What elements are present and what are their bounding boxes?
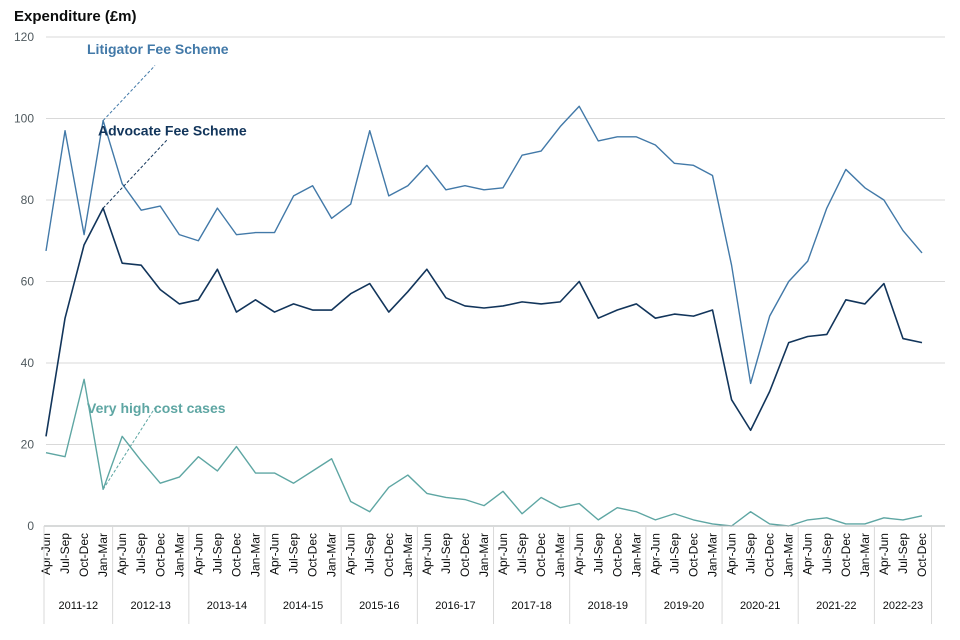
y-tick-label: 60	[21, 275, 35, 289]
x-tick-label: Apr-Jun	[191, 533, 205, 575]
x-tick-label: Apr-Jun	[648, 533, 662, 575]
x-tick-label: Jan-Mar	[248, 533, 262, 577]
series-label: Very high cost cases	[87, 400, 226, 416]
x-tick-label: Jul-Sep	[896, 533, 910, 574]
x-tick-label: Apr-Jun	[801, 533, 815, 575]
series-label: Litigator Fee Scheme	[87, 41, 229, 57]
x-tick-label: Oct-Dec	[686, 533, 700, 577]
y-tick-label: 80	[21, 193, 35, 207]
x-tick-label: Jul-Sep	[210, 533, 224, 574]
x-tick-label: Apr-Jun	[877, 533, 891, 575]
series-line-2	[45, 378, 923, 527]
gridlines	[46, 36, 945, 527]
x-tick-label: Oct-Dec	[763, 533, 777, 577]
financial-year-label: 2021-22	[816, 600, 856, 612]
financial-year-label: 2011-12	[59, 600, 99, 612]
x-tick-label: Jan-Mar	[401, 533, 415, 577]
financial-year-label: 2016-17	[435, 600, 475, 612]
x-tick-label: Jan-Mar	[629, 533, 643, 577]
x-tick-label: Apr-Jun	[496, 533, 510, 575]
x-tick-label: Apr-Jun	[572, 533, 586, 575]
x-tick-label: Oct-Dec	[306, 533, 320, 577]
x-tick-label: Jan-Mar	[477, 533, 491, 577]
y-axis-title: Expenditure (£m)	[14, 8, 137, 25]
x-tick-label: Apr-Jun	[344, 533, 358, 575]
x-tick-label: Jul-Sep	[58, 533, 72, 574]
x-tick-label: Jul-Sep	[134, 533, 148, 574]
x-axis: Apr-Jun Jul-Sep Oct-Dec Jan-Mar Apr-Jun Jul-S…	[39, 525, 945, 624]
y-tick-label: 40	[21, 356, 35, 370]
y-axis-ticks: 0 20 40 60 80 100 120	[14, 30, 34, 533]
annotation-leader	[102, 138, 169, 209]
x-tick-label: Jul-Sep	[591, 533, 605, 574]
x-tick-label: Apr-Jun	[115, 533, 129, 575]
financial-year-label: 2012-13	[131, 600, 171, 612]
x-tick-label: Jan-Mar	[172, 533, 186, 577]
x-tick-label: Jan-Mar	[96, 533, 110, 577]
y-tick-label: 20	[21, 438, 35, 452]
x-tick-label: Jan-Mar	[858, 533, 872, 577]
x-tick-label: Jul-Sep	[287, 533, 301, 574]
x-tick-label: Oct-Dec	[839, 533, 853, 577]
x-tick-label: Oct-Dec	[382, 533, 396, 577]
series-annotations: Litigator Fee Scheme Advocate Fee Scheme V…	[87, 41, 247, 490]
x-tick-label: Jul-Sep	[667, 533, 681, 574]
x-tick-label: Apr-Jun	[39, 533, 53, 575]
x-tick-label: Jan-Mar	[782, 533, 796, 577]
series-lines	[45, 105, 923, 527]
series-label: Advocate Fee Scheme	[98, 123, 247, 139]
financial-year-label: 2020-21	[740, 600, 780, 612]
financial-year-label: 2022-23	[883, 600, 923, 612]
x-tick-label: Oct-Dec	[153, 533, 167, 577]
x-tick-label: Jan-Mar	[325, 533, 339, 577]
series-line-1	[45, 207, 923, 437]
financial-year-label: 2019-20	[664, 600, 704, 612]
series-line-0	[45, 105, 923, 385]
x-tick-label: Apr-Jun	[420, 533, 434, 575]
y-tick-label: 100	[14, 112, 34, 126]
x-tick-label: Jul-Sep	[363, 533, 377, 574]
financial-year-label: 2015-16	[359, 600, 399, 612]
annotation-leader	[102, 65, 156, 121]
x-tick-label: Apr-Jun	[268, 533, 282, 575]
annotation-leader	[102, 407, 156, 490]
x-tick-label: Oct-Dec	[77, 533, 91, 577]
x-tick-label: Oct-Dec	[534, 533, 548, 577]
x-tick-label: Apr-Jun	[725, 533, 739, 575]
financial-year-label: 2014-15	[283, 600, 323, 612]
financial-year-label: 2017-18	[511, 600, 551, 612]
y-tick-label: 120	[14, 30, 34, 44]
x-tick-label: Oct-Dec	[229, 533, 243, 577]
financial-year-label: 2013-14	[207, 600, 247, 612]
y-tick-label: 0	[27, 519, 34, 533]
x-tick-label: Oct-Dec	[915, 533, 929, 577]
x-tick-label: Oct-Dec	[458, 533, 472, 577]
x-tick-label: Oct-Dec	[610, 533, 624, 577]
x-tick-label: Jul-Sep	[744, 533, 758, 574]
x-tick-label: Jan-Mar	[706, 533, 720, 577]
x-tick-label: Jul-Sep	[515, 533, 529, 574]
financial-year-label: 2018-19	[588, 600, 628, 612]
x-tick-label: Jan-Mar	[553, 533, 567, 577]
x-tick-label: Jul-Sep	[820, 533, 834, 574]
x-tick-label: Jul-Sep	[439, 533, 453, 574]
